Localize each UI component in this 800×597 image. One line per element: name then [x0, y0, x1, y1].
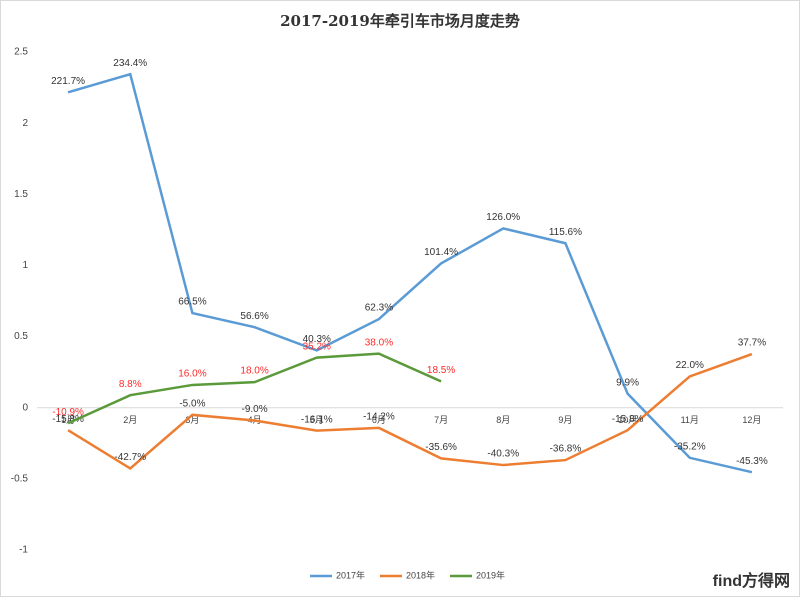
data-label: -15.8% [52, 414, 84, 425]
data-label: 234.4% [113, 58, 147, 69]
series-line [67, 72, 753, 474]
series-line [67, 352, 442, 425]
x-tick-label: 9月 [558, 415, 572, 425]
data-label: 221.7% [51, 76, 85, 87]
x-tick-label: 2月 [123, 415, 137, 425]
data-label: 18.0% [240, 366, 268, 377]
data-label: 126.0% [486, 212, 520, 223]
data-label: 16.0% [178, 369, 206, 380]
x-tick-label: 1月 [61, 415, 75, 425]
data-label: 38.0% [365, 337, 393, 348]
legend-label: 2019年 [476, 569, 505, 580]
data-label: -36.8% [550, 444, 582, 455]
data-label: 18.5% [427, 365, 455, 376]
x-tick-label: 5月 [310, 415, 324, 425]
data-label: -45.3% [736, 456, 768, 467]
x-tick-label: 7月 [434, 415, 448, 425]
data-label: -5.0% [179, 398, 205, 409]
data-label: 101.4% [424, 247, 458, 258]
data-label: -14.2% [363, 412, 395, 423]
data-label: -15.8% [612, 414, 644, 425]
data-label: -10.9% [52, 407, 84, 418]
data-label: -35.2% [674, 441, 706, 452]
data-label: 56.6% [240, 311, 268, 322]
legend-label: 2017年 [336, 569, 365, 580]
data-label: 40.3% [303, 334, 331, 345]
y-tick-label: -1 [19, 545, 28, 556]
watermark-logo: find方得网 [713, 571, 790, 590]
data-label: -9.0% [242, 404, 268, 415]
data-label: -42.7% [114, 452, 146, 463]
series-line [67, 352, 753, 471]
x-tick-label: 11月 [681, 415, 699, 425]
legend-label: 2018年 [406, 569, 435, 580]
data-label: -16.1% [301, 414, 333, 425]
y-tick-label: 0.5 [14, 331, 28, 342]
data-label: 66.5% [178, 297, 206, 308]
data-label: 37.7% [738, 338, 766, 349]
data-label: -40.3% [487, 449, 519, 460]
x-tick-label: 6月 [372, 415, 386, 425]
chart-title: 2017-2019年牵引车市场月度走势 [280, 12, 520, 30]
data-label: 9.9% [616, 377, 639, 388]
data-label: -35.6% [425, 442, 457, 453]
y-tick-label: 1.5 [14, 189, 28, 200]
y-tick-label: -0.5 [11, 473, 29, 484]
data-label: 62.3% [365, 303, 393, 314]
x-tick-label: 10月 [618, 415, 637, 425]
x-tick-label: 3月 [185, 415, 199, 425]
data-label: 22.0% [676, 360, 704, 371]
y-tick-label: 1 [22, 260, 28, 271]
y-tick-label: 0 [22, 402, 28, 413]
x-tick-label: 8月 [496, 415, 510, 425]
data-label: 115.6% [549, 227, 582, 238]
y-tick-label: 2 [22, 118, 28, 129]
data-label: 35.2% [303, 341, 331, 352]
x-tick-label: 12月 [742, 415, 761, 425]
y-tick-label: 2.5 [14, 47, 28, 58]
data-label: 8.8% [119, 379, 142, 390]
